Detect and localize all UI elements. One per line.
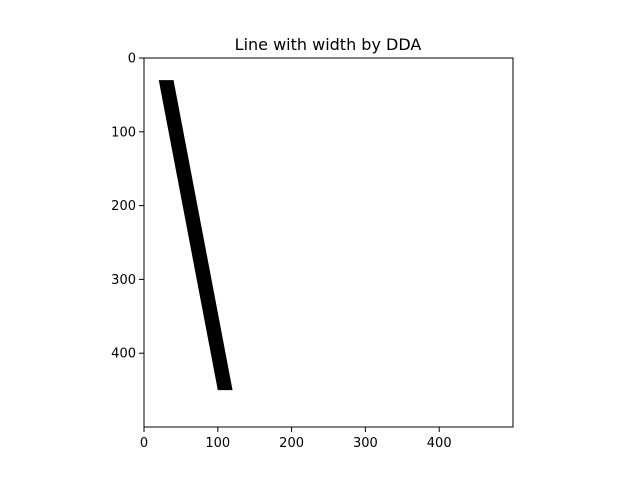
x-tick-label: 100 [205,436,230,451]
x-axis: 0 100 200 300 400 [140,427,452,451]
y-tick-label: 0 [128,52,136,67]
chart-title: Line with width by DDA [235,35,422,54]
y-tick-label: 400 [111,347,136,362]
x-tick-label: 400 [427,436,452,451]
y-tick-label: 100 [111,125,136,140]
plot-area [144,58,513,427]
y-axis: 0 100 200 300 400 [111,52,144,362]
image-marks [158,80,233,391]
x-tick-label: 200 [279,436,304,451]
x-tick-label: 300 [353,436,378,451]
x-tick-label: 0 [140,436,148,451]
y-tick-label: 200 [111,199,136,214]
y-tick-label: 300 [111,273,136,288]
thick-line-mark [158,80,233,391]
plot-frame [143,57,514,428]
